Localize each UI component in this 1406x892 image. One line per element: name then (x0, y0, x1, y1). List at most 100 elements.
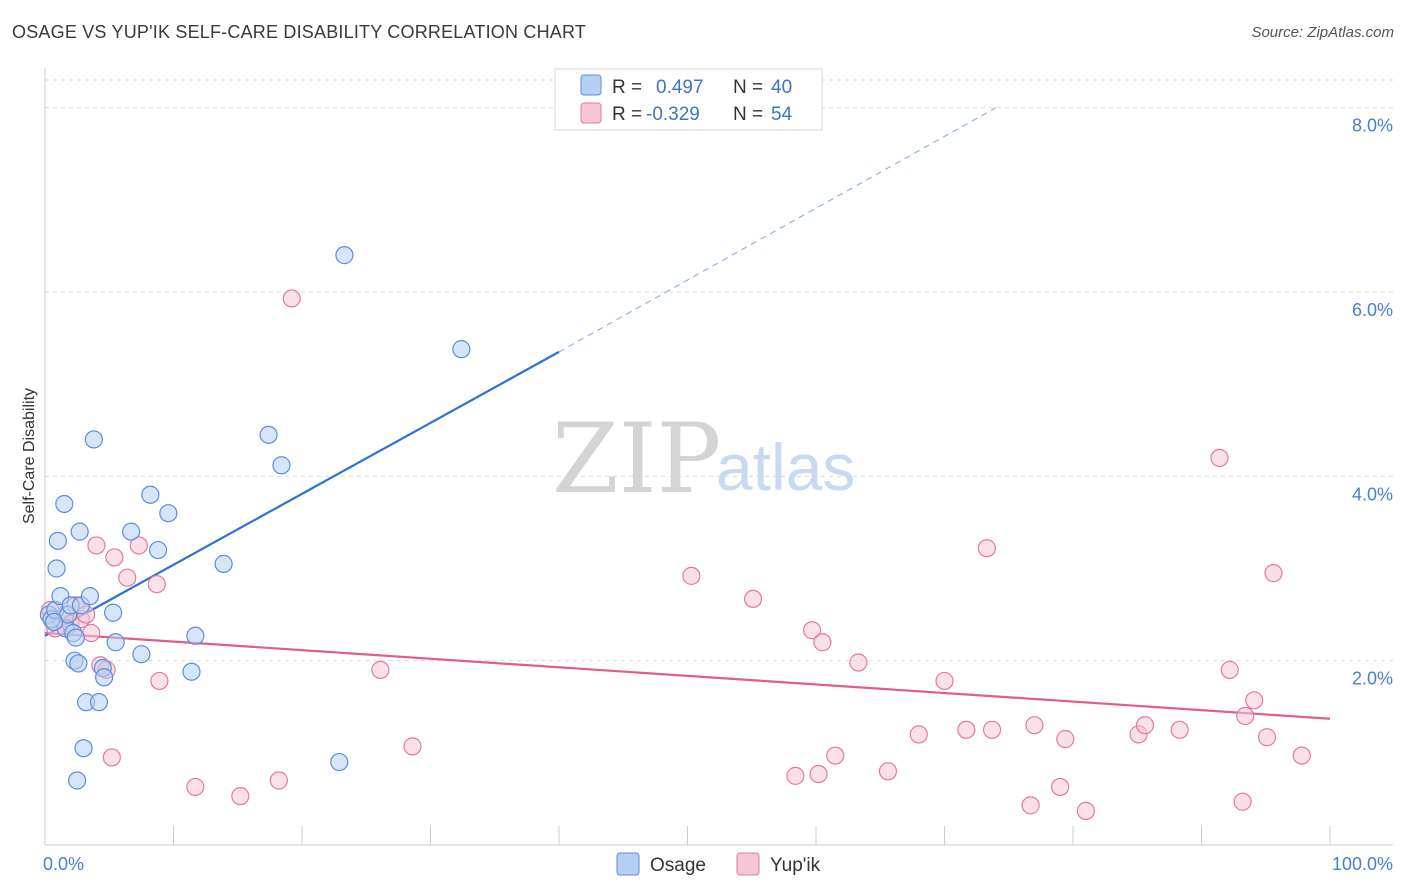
legend-r-label-osage: R = (612, 77, 642, 98)
data-point-yupik (1245, 691, 1264, 710)
trend-line-osage-extension (558, 107, 997, 353)
trend-line-yupik (44, 631, 1331, 720)
data-point-yupik (147, 575, 166, 594)
series-legend-swatch-osage (616, 852, 640, 876)
y-axis-title: Self-Care Disability (21, 388, 38, 524)
data-point-yupik (118, 568, 137, 587)
data-point-yupik (403, 737, 422, 756)
data-point-yupik (1257, 728, 1277, 747)
data-point-osage (214, 554, 233, 573)
chart-title: OSAGE VS YUP'IK SELF-CARE DISABILITY COR… (12, 22, 587, 42)
legend-n-label-yupik: N = (733, 104, 763, 125)
data-point-yupik (87, 536, 106, 555)
series-legend-swatch-yupik (736, 852, 760, 876)
data-point-osage (66, 628, 85, 647)
stats-legend: R = 0.497 N = 40 R = -0.329 N = 54 (554, 68, 823, 131)
data-point-yupik (982, 720, 1002, 739)
data-point-yupik (909, 725, 928, 744)
data-point-osage (148, 540, 168, 560)
data-point-yupik (743, 589, 763, 609)
data-point-osage (84, 430, 103, 449)
series-legend-label-yupik: Yup'ik (770, 855, 821, 876)
data-point-osage (132, 645, 151, 664)
data-point-osage (121, 522, 141, 541)
data-point-yupik (682, 566, 701, 585)
data-point-yupik (102, 748, 121, 767)
x-tick-label-max: 100.0% (1332, 854, 1393, 874)
legend-swatch-osage (580, 74, 602, 96)
trend-layer (44, 107, 1331, 720)
data-point-osage (141, 485, 160, 504)
data-point-yupik (1025, 716, 1044, 735)
data-point-yupik (1056, 729, 1075, 749)
data-point-yupik (1236, 706, 1255, 726)
data-point-yupik (231, 787, 250, 806)
data-point-osage (186, 626, 205, 645)
data-point-osage (69, 654, 88, 673)
data-point-yupik (1170, 720, 1189, 739)
series-legend: Osage Yup'ik (616, 852, 821, 876)
axis-layer: 2.0% 4.0% 6.0% 8.0% 0.0% 100.0% (43, 68, 1393, 874)
data-point-osage (159, 504, 178, 523)
data-point-yupik (878, 762, 898, 781)
legend-n-value-yupik: 54 (771, 104, 793, 125)
data-point-yupik (1051, 777, 1070, 797)
data-point-yupik (1210, 448, 1229, 467)
data-point-yupik (1135, 716, 1155, 735)
data-point-yupik (786, 766, 805, 785)
data-point-yupik (849, 653, 868, 672)
data-point-osage (55, 494, 74, 514)
data-point-osage (106, 633, 125, 652)
data-point-osage (48, 531, 67, 550)
legend-r-value-osage: 0.497 (656, 77, 704, 98)
trend-line-osage (44, 350, 560, 637)
data-point-osage (44, 612, 64, 632)
legend-r-label-yupik: R = (612, 104, 642, 125)
data-point-yupik (129, 536, 148, 555)
data-point-yupik (105, 548, 124, 567)
y-tick-label: 8.0% (1352, 116, 1393, 136)
legend-n-label-osage: N = (733, 77, 763, 98)
legend-r-value-yupik: -0.329 (646, 104, 700, 125)
source-label: Source: ZipAtlas.com (1251, 24, 1394, 41)
data-point-yupik (957, 720, 976, 739)
watermark-zip: ZIP (552, 403, 721, 515)
data-point-yupik (1264, 564, 1283, 583)
series-legend-label-osage: Osage (650, 855, 706, 876)
y-tick-label: 4.0% (1352, 484, 1393, 504)
data-point-osage (259, 425, 278, 444)
points-layer (39, 246, 1311, 820)
y-tick-label: 6.0% (1352, 300, 1393, 320)
data-point-osage (89, 693, 109, 712)
data-point-osage (335, 246, 354, 265)
data-point-osage (452, 340, 471, 359)
legend-swatch-yupik (580, 102, 602, 124)
data-point-osage (104, 603, 123, 622)
data-point-yupik (371, 660, 390, 679)
data-point-yupik (150, 671, 169, 691)
data-point-yupik (1220, 660, 1239, 679)
legend-n-value-osage: 40 (771, 77, 792, 98)
data-point-yupik (809, 764, 828, 784)
data-point-osage (95, 668, 114, 687)
data-point-yupik (186, 777, 205, 797)
y-tick-label: 2.0% (1352, 669, 1393, 689)
watermark-atlas: atlas (716, 430, 855, 504)
data-point-yupik (1233, 792, 1252, 811)
data-point-yupik (1021, 796, 1040, 815)
data-point-yupik (1076, 801, 1095, 820)
data-point-osage (70, 522, 89, 541)
data-point-yupik (269, 771, 288, 790)
data-point-osage (182, 662, 201, 681)
data-point-yupik (977, 539, 997, 558)
data-point-osage (330, 752, 349, 772)
data-point-osage (47, 559, 66, 578)
data-point-osage (74, 739, 93, 758)
data-point-osage (80, 587, 100, 606)
data-point-yupik (813, 633, 832, 652)
data-point-yupik (803, 621, 822, 640)
grid-layer (45, 79, 1393, 662)
data-point-yupik (82, 623, 101, 643)
data-point-yupik (935, 671, 954, 691)
